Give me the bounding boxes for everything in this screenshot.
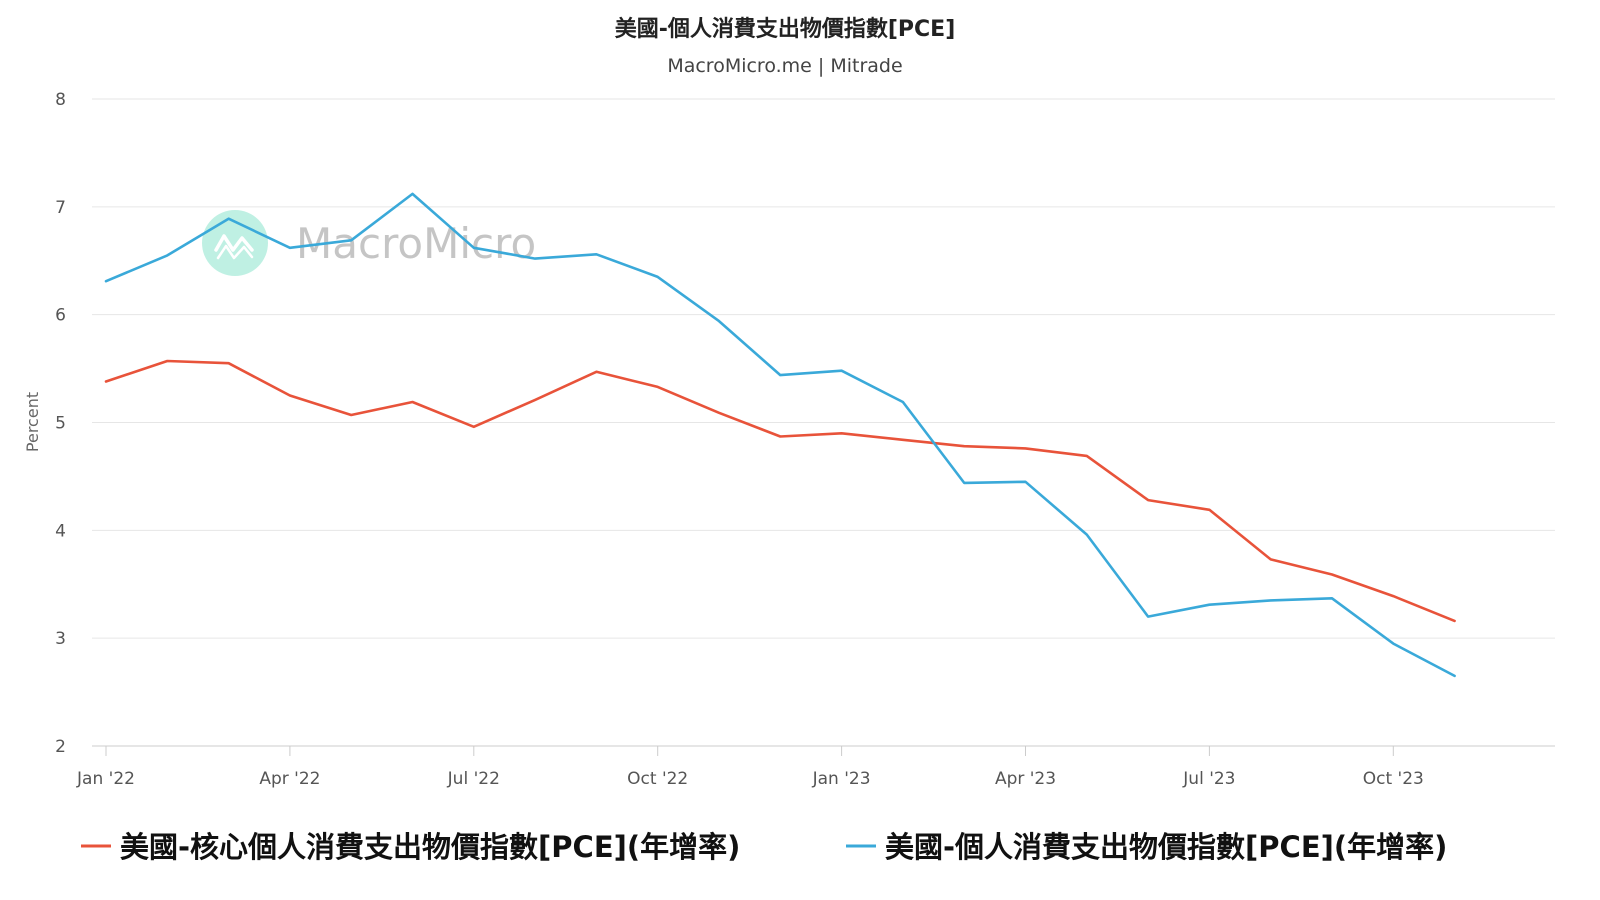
y-axis: 2 3 4 5 6 7 8 <box>55 90 66 757</box>
x-tick-label: Apr '22 <box>259 769 320 789</box>
x-tick-label: Jul '23 <box>1182 769 1235 789</box>
x-tick-label: Oct '23 <box>1363 769 1424 789</box>
grid-lines <box>92 98 1555 747</box>
chart-title: 美國-個人消費支出物價指數[PCE] <box>615 16 956 42</box>
y-tick-label: 6 <box>55 306 66 326</box>
x-tick-label: Jan '23 <box>812 769 871 789</box>
y-tick-label: 3 <box>55 629 66 649</box>
y-tick-label: 7 <box>55 198 66 218</box>
x-tick-label: Jan '22 <box>76 769 135 789</box>
legend-item-core-pce[interactable]: 美國-核心個人消費支出物價指數[PCE](年增率) <box>81 830 740 864</box>
series-layer <box>104 192 1456 678</box>
y-tick-label: 4 <box>55 521 66 541</box>
y-tick-label: 5 <box>55 414 66 434</box>
y-tick-label: 8 <box>55 90 66 110</box>
y-axis-label: Percent <box>23 392 42 452</box>
legend-item-pce[interactable]: 美國-個人消費支出物價指數[PCE](年增率) <box>846 830 1447 864</box>
series-line-1[interactable] <box>104 192 1456 678</box>
legend-label: 美國-核心個人消費支出物價指數[PCE](年增率) <box>120 830 740 864</box>
x-tick-label: Apr '23 <box>995 769 1056 789</box>
watermark-badge <box>202 210 268 276</box>
y-tick-label: 2 <box>55 737 66 757</box>
chart-logo-icon <box>214 234 254 260</box>
legend-label: 美國-個人消費支出物價指數[PCE](年增率) <box>885 830 1447 864</box>
series-line-0[interactable] <box>104 359 1456 623</box>
chart-subtitle: MacroMicro.me | Mitrade <box>667 55 902 77</box>
legend: 美國-核心個人消費支出物價指數[PCE](年增率) 美國-個人消費支出物價指數[… <box>81 830 1447 864</box>
x-tick-label: Oct '22 <box>627 769 688 789</box>
x-tick-label: Jul '22 <box>447 769 500 789</box>
x-axis: Jan '22 Apr '22 Jul '22 Oct '22 Jan '23 Apr '… <box>76 746 1424 789</box>
watermark-text: MacroMicro <box>296 219 536 268</box>
watermark: MacroMicro <box>202 210 536 276</box>
